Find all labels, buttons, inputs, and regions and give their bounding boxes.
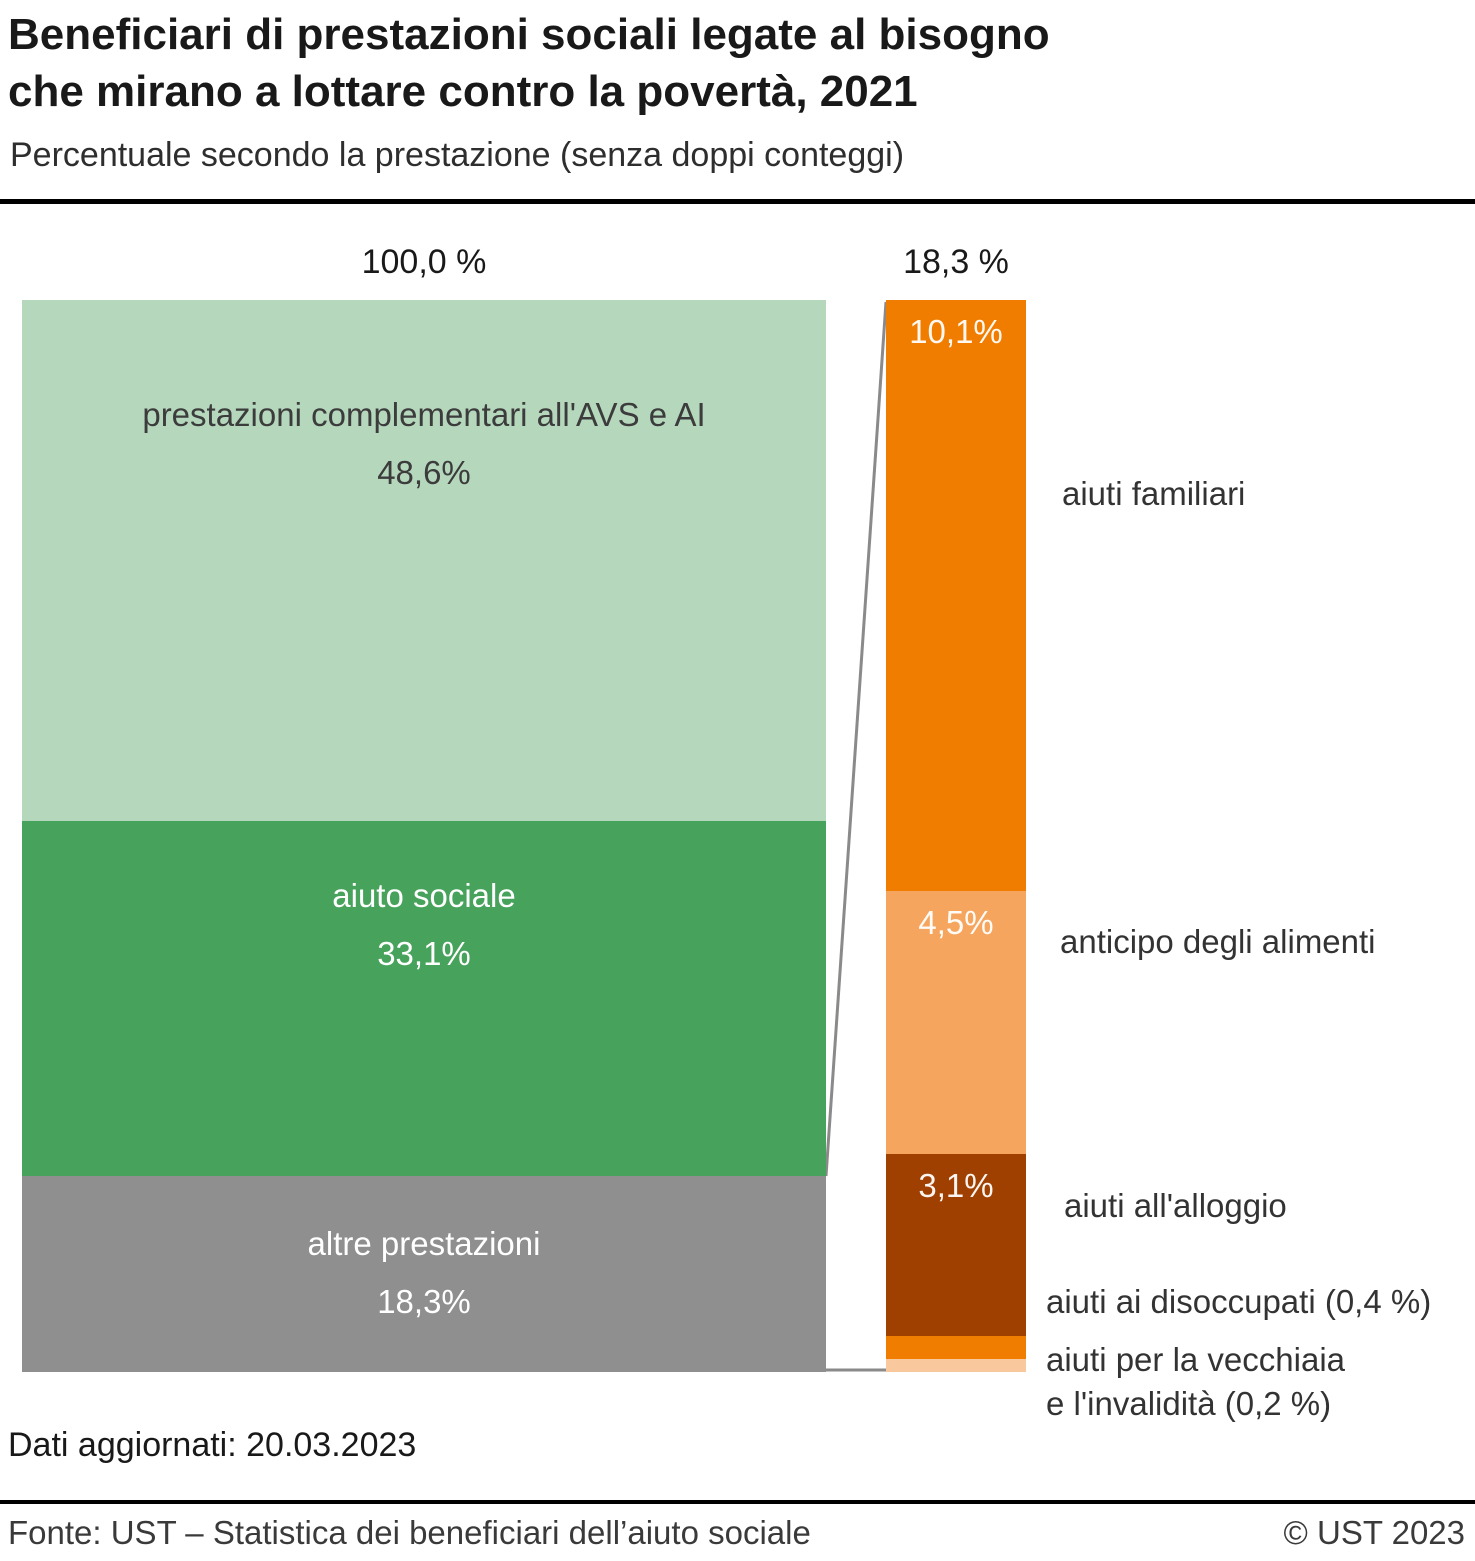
segment-value-label: 18,3% — [377, 1283, 471, 1321]
source-note: Fonte: UST – Statistica dei beneficiari … — [8, 1514, 811, 1551]
segment-value-label: 48,6% — [377, 453, 471, 491]
connector-line-top — [824, 301, 888, 1177]
segment-label: aiuto sociale — [332, 876, 516, 914]
label-anticipo-alimenti: anticipo degli alimenti — [1060, 923, 1376, 960]
top-divider — [0, 199, 1475, 204]
segment-label: altre prestazioni — [307, 1225, 541, 1263]
segment-aiuti-disoccupati — [886, 1335, 1026, 1359]
segment-aiuto-sociale: aiuto sociale 33,1% — [22, 820, 826, 1176]
data-updated-note: Dati aggiornati: 20.03.2023 — [8, 1426, 417, 1464]
segment-aiuti-familiari: 10,1% — [886, 300, 1026, 891]
title-line-2: che mirano a lottare contro la povertà, … — [8, 67, 918, 117]
connector-lines — [824, 301, 888, 1372]
right-bar-total-label: 18,3 % — [903, 243, 1009, 281]
segment-aiuti-vecchiaia-invalidita — [886, 1359, 1026, 1372]
left-stacked-bar: prestazioni complementari all'AVS e AI 4… — [22, 300, 826, 1372]
copyright-note: © UST 2023 — [1283, 1514, 1465, 1551]
label-aiuti-disoccupati: aiuti ai disoccupati (0,4 %) — [1046, 1283, 1432, 1320]
segment-altre-prestazioni: altre prestazioni 18,3% — [22, 1175, 826, 1372]
left-bar-total-label: 100,0 % — [361, 243, 487, 281]
bottom-divider — [0, 1500, 1475, 1504]
chart-area: prestazioni complementari all'AVS e AI 4… — [22, 300, 1475, 1422]
segment-aiuti-alloggio: 3,1% — [886, 1154, 1026, 1336]
segment-label: prestazioni complementari all'AVS e AI — [142, 396, 706, 433]
page-title: Beneficiari di prestazioni sociali legat… — [8, 6, 1050, 120]
segment-value-label: 4,5% — [918, 903, 994, 941]
chart-subtitle: Percentuale secondo la prestazione (senz… — [10, 136, 905, 174]
segment-value-label: 3,1% — [918, 1167, 994, 1205]
segment-value-label: 10,1% — [909, 313, 1003, 350]
segment-value-label: 33,1% — [377, 934, 471, 972]
title-line-1: Beneficiari di prestazioni sociali legat… — [8, 10, 1050, 59]
label-aiuti-familiari: aiuti familiari — [1062, 475, 1246, 512]
right-breakout-bar: 10,1% 4,5% 3,1% — [886, 300, 1026, 1372]
label-aiuti-alloggio: aiuti all'alloggio — [1064, 1187, 1287, 1224]
segment-prestazioni-complementari: prestazioni complementari all'AVS e AI 4… — [22, 300, 826, 821]
segment-anticipo-alimenti: 4,5% — [886, 890, 1026, 1155]
label-aiuti-vecchiaia-invalidita: aiuti per la vecchiaia e l'invalidità (0… — [1046, 1341, 1345, 1422]
